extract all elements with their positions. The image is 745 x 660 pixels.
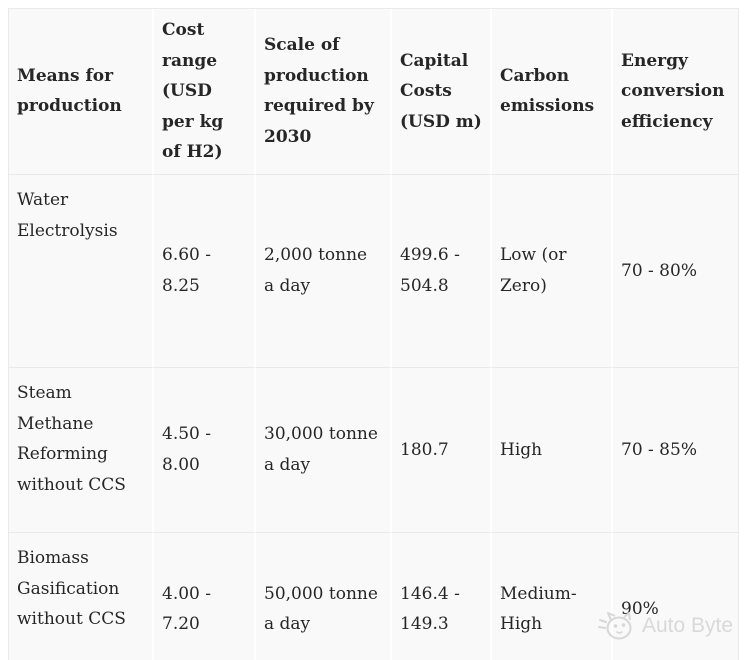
table-cell: 30,000 tonne a day [256, 367, 392, 533]
table-row-steam-methane-reforming: Steam Methane Reforming without CCS 4.50… [9, 367, 738, 533]
column-header-cost-range: Cost range (USD per kg of H2) [154, 9, 256, 175]
table-cell: 70 - 85% [613, 367, 738, 533]
column-header-capital-costs: Capital Costs (USD m) [392, 9, 492, 175]
table-cell: Steam Methane Reforming without CCS [9, 367, 154, 533]
column-header-means-for-production: Means for production [9, 9, 154, 175]
column-header-carbon-emissions: Carbon emissions [492, 9, 613, 175]
autobyte-cat-icon [597, 608, 635, 644]
table-cell: Low (or Zero) [492, 174, 613, 368]
table-cell: 146.4 - 149.3 [392, 532, 492, 660]
column-header-energy-conversion-efficiency: Energy conversion efficiency [613, 9, 738, 175]
table-cell: 50,000 tonne a day [256, 532, 392, 660]
table-cell: Biomass Gasification without CCS [9, 532, 154, 660]
table-cell: 90% [613, 532, 738, 660]
table-row-water-electrolysis: Water Electrolysis 6.60 - 8.25 2,000 ton… [9, 174, 738, 368]
table-cell: 2,000 tonne a day [256, 174, 392, 368]
column-header-scale-of-production: Scale of production required by 2030 [256, 9, 392, 175]
table-cell: 4.50 - 8.00 [154, 367, 256, 533]
table-cell: Water Electrolysis [9, 174, 154, 368]
table-cell: 499.6 - 504.8 [392, 174, 492, 368]
table-cell: 6.60 - 8.25 [154, 174, 256, 368]
table-cell: 4.00 - 7.20 [154, 532, 256, 660]
table-cell: Medium-High [492, 532, 613, 660]
watermark: Auto Byte [597, 608, 733, 644]
table-cell: High [492, 367, 613, 533]
header-row: Means for production Cost range (USD per… [9, 9, 738, 175]
hydrogen-production-comparison-table: Means for production Cost range (USD per… [8, 8, 739, 660]
table-row-biomass-gasification: Biomass Gasification without CCS 4.00 - … [9, 532, 738, 660]
table-cell: 70 - 80% [613, 174, 738, 368]
table-cell: 180.7 [392, 367, 492, 533]
watermark-label: Auto Byte [642, 614, 734, 637]
